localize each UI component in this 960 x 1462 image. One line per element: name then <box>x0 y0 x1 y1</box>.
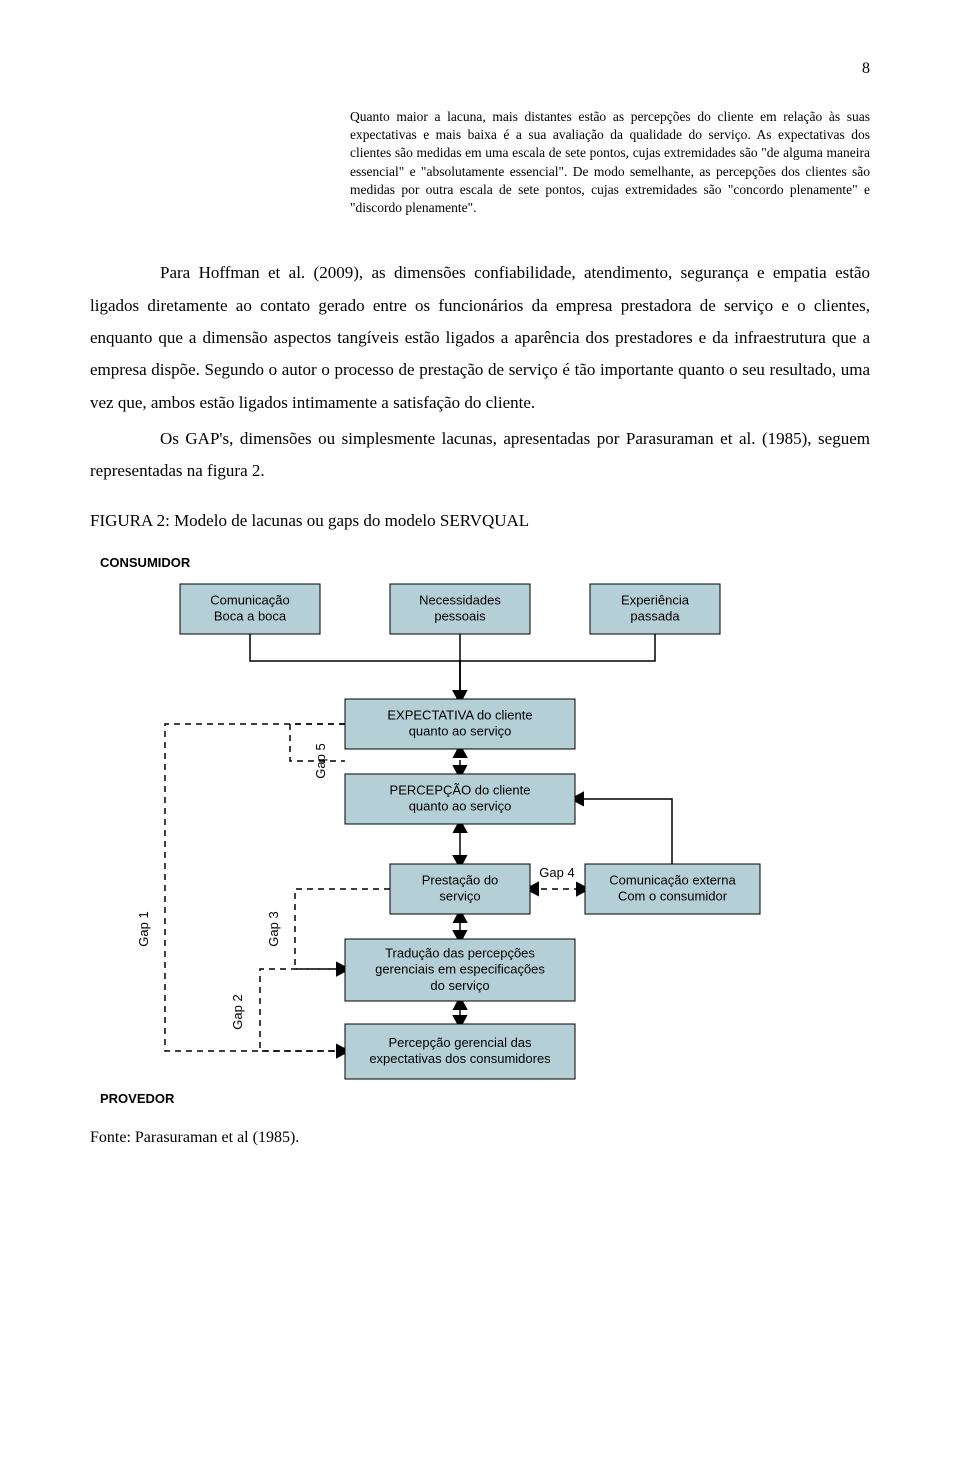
page-number: 8 <box>90 60 870 78</box>
svg-text:Boca a boca: Boca a boca <box>214 609 287 624</box>
svg-text:Gap 2: Gap 2 <box>230 995 245 1030</box>
block-quote: Quanto maior a lacuna, mais distantes es… <box>350 108 870 217</box>
svg-text:EXPECTATIVA do cliente: EXPECTATIVA do cliente <box>387 708 532 723</box>
svg-text:PERCEPÇÃO do cliente: PERCEPÇÃO do cliente <box>390 783 531 798</box>
paragraph-2: Os GAP's, dimensões ou simplesmente lacu… <box>90 423 870 488</box>
svg-text:Gap 1: Gap 1 <box>136 912 151 947</box>
svg-text:serviço: serviço <box>439 889 480 904</box>
svg-text:Com o consumidor: Com o consumidor <box>618 889 728 904</box>
svg-text:Prestação do: Prestação do <box>422 873 499 888</box>
svg-text:Experiência: Experiência <box>621 593 690 608</box>
svg-text:Gap 3: Gap 3 <box>266 912 281 947</box>
svg-text:Tradução das percepções: Tradução das percepções <box>385 946 535 961</box>
flowchart-diagram: CONSUMIDORPROVEDORGap 5Gap 1Gap 2Gap 3Ga… <box>90 549 870 1109</box>
svg-text:expectativas dos consumidores: expectativas dos consumidores <box>369 1052 551 1067</box>
svg-text:quanto ao serviço: quanto ao serviço <box>409 724 512 739</box>
svg-text:PROVEDOR: PROVEDOR <box>100 1091 175 1106</box>
svg-text:pessoais: pessoais <box>434 609 486 624</box>
svg-text:Comunicação externa: Comunicação externa <box>609 873 736 888</box>
svg-text:Necessidades: Necessidades <box>419 593 501 608</box>
figure-caption: FIGURA 2: Modelo de lacunas ou gaps do m… <box>90 511 870 531</box>
svg-text:do serviço: do serviço <box>430 978 489 993</box>
svg-text:Comunicação: Comunicação <box>210 593 290 608</box>
figure-source: Fonte: Parasuraman et al (1985). <box>90 1129 870 1147</box>
svg-text:quanto ao serviço: quanto ao serviço <box>409 799 512 814</box>
paragraph-1: Para Hoffman et al. (2009), as dimensões… <box>90 257 870 418</box>
svg-text:Percepção gerencial das: Percepção gerencial das <box>388 1035 532 1050</box>
svg-text:CONSUMIDOR: CONSUMIDOR <box>100 555 191 570</box>
svg-text:passada: passada <box>630 609 680 624</box>
svg-text:gerenciais em especificações: gerenciais em especificações <box>375 962 545 977</box>
svg-text:Gap 4: Gap 4 <box>539 865 574 880</box>
